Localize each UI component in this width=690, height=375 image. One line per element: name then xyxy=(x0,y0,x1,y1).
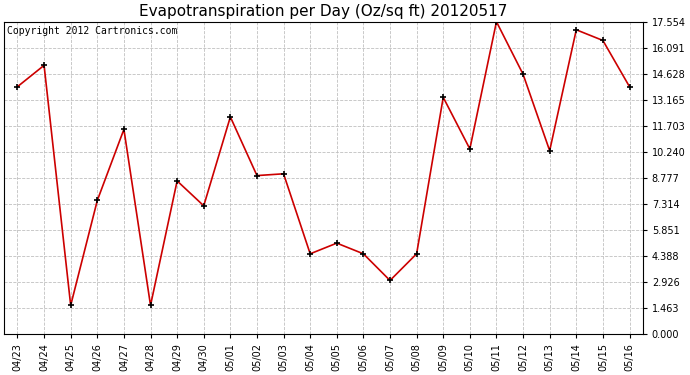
Text: Copyright 2012 Cartronics.com: Copyright 2012 Cartronics.com xyxy=(8,26,178,36)
Title: Evapotranspiration per Day (Oz/sq ft) 20120517: Evapotranspiration per Day (Oz/sq ft) 20… xyxy=(139,4,508,19)
